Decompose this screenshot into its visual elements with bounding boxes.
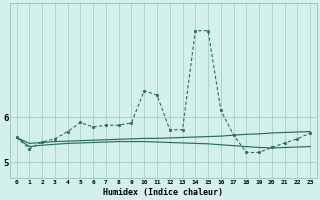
X-axis label: Humidex (Indice chaleur): Humidex (Indice chaleur) — [103, 188, 223, 197]
